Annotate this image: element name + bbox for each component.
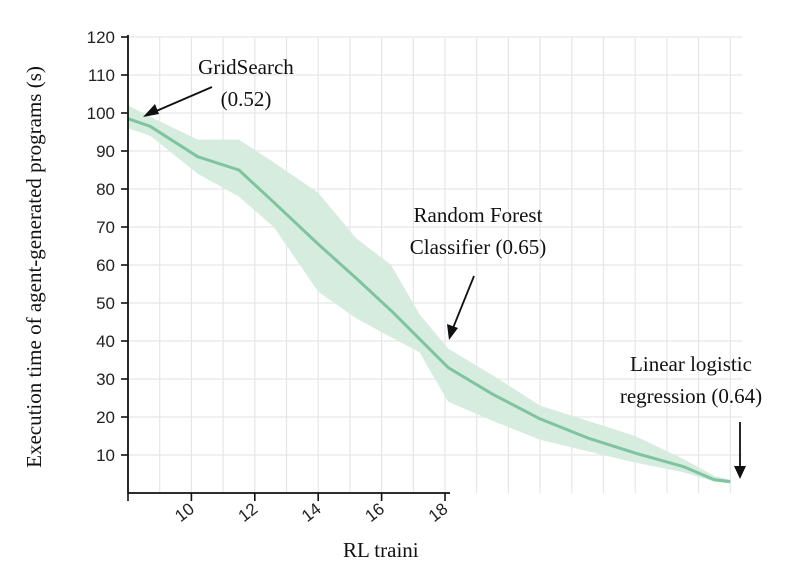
x-tick-label: 16	[361, 499, 388, 526]
annotation-gridsearch: GridSearch (0.52)	[143, 55, 294, 117]
axes	[127, 35, 450, 494]
confidence-band	[128, 105, 731, 484]
y-ticks: 120 110 100 90 80 70 60 50 40 30 20 10	[87, 28, 128, 465]
arrowhead	[447, 324, 458, 340]
x-tick-label: 14	[298, 499, 325, 526]
annotation-linear-logistic: Linear logistic regression (0.64)	[620, 352, 762, 479]
annotation-gridsearch-line1: GridSearch	[198, 55, 294, 79]
annotation-arrow	[146, 86, 213, 116]
annotation-random-forest-line2: Classifier (0.65)	[410, 235, 546, 259]
y-tick-label: 120	[87, 28, 115, 47]
annotation-linear-logistic-line2: regression (0.64)	[620, 384, 762, 408]
series-line	[127, 117, 731, 484]
y-tick-label: 10	[96, 446, 115, 465]
x-axis-label: RL traini	[343, 538, 419, 562]
y-tick-label: 90	[96, 142, 115, 161]
y-tick-label: 30	[96, 370, 115, 389]
arrowhead	[734, 466, 746, 479]
y-tick-label: 110	[88, 66, 115, 85]
annotation-random-forest-line1: Random Forest	[414, 203, 543, 227]
annotation-linear-logistic-line1: Linear logistic	[630, 352, 752, 376]
y-tick-label: 70	[96, 218, 115, 237]
annotation-random-forest: Random Forest Classifier (0.65)	[410, 203, 546, 340]
y-tick-label: 60	[96, 256, 115, 275]
annotation-gridsearch-line2: (0.52)	[221, 87, 272, 111]
annotation-arrow	[450, 275, 475, 334]
y-tick-label: 80	[96, 180, 115, 199]
x-ticks: 10 12 14 16 18	[127, 493, 452, 526]
y-tick-label: 40	[96, 332, 115, 351]
y-tick-label: 100	[87, 104, 115, 123]
x-tick-label: 12	[235, 499, 262, 526]
y-tick-label: 20	[96, 408, 115, 427]
y-axis-label: Execution time of agent-generated progra…	[22, 66, 46, 468]
arrowhead	[143, 104, 159, 117]
x-tick-label: 18	[425, 499, 452, 526]
x-tick-label: 10	[171, 499, 198, 526]
y-tick-label: 50	[96, 294, 115, 313]
